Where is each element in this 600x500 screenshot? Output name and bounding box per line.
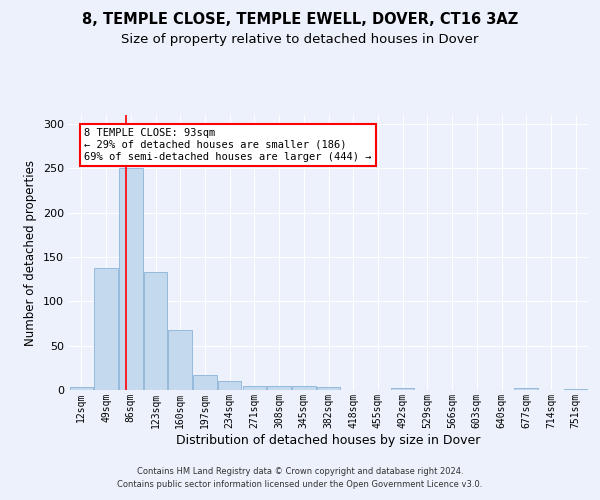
Bar [144,272,167,390]
Bar [268,386,291,390]
Bar [169,330,192,390]
Bar [564,389,587,390]
Bar [242,386,266,390]
Bar [218,381,241,390]
Bar [292,386,316,390]
Bar [70,388,93,390]
Text: Contains public sector information licensed under the Open Government Licence v3: Contains public sector information licen… [118,480,482,489]
Bar [193,375,217,390]
Bar [391,388,415,390]
Text: 8 TEMPLE CLOSE: 93sqm
← 29% of detached houses are smaller (186)
69% of semi-det: 8 TEMPLE CLOSE: 93sqm ← 29% of detached … [85,128,372,162]
X-axis label: Distribution of detached houses by size in Dover: Distribution of detached houses by size … [176,434,481,446]
Bar [94,268,118,390]
Text: Contains HM Land Registry data © Crown copyright and database right 2024.: Contains HM Land Registry data © Crown c… [137,467,463,476]
Text: Size of property relative to detached houses in Dover: Size of property relative to detached ho… [121,32,479,46]
Y-axis label: Number of detached properties: Number of detached properties [25,160,37,346]
Text: 8, TEMPLE CLOSE, TEMPLE EWELL, DOVER, CT16 3AZ: 8, TEMPLE CLOSE, TEMPLE EWELL, DOVER, CT… [82,12,518,28]
Bar [317,388,340,390]
Bar [119,168,143,390]
Bar [514,388,538,390]
